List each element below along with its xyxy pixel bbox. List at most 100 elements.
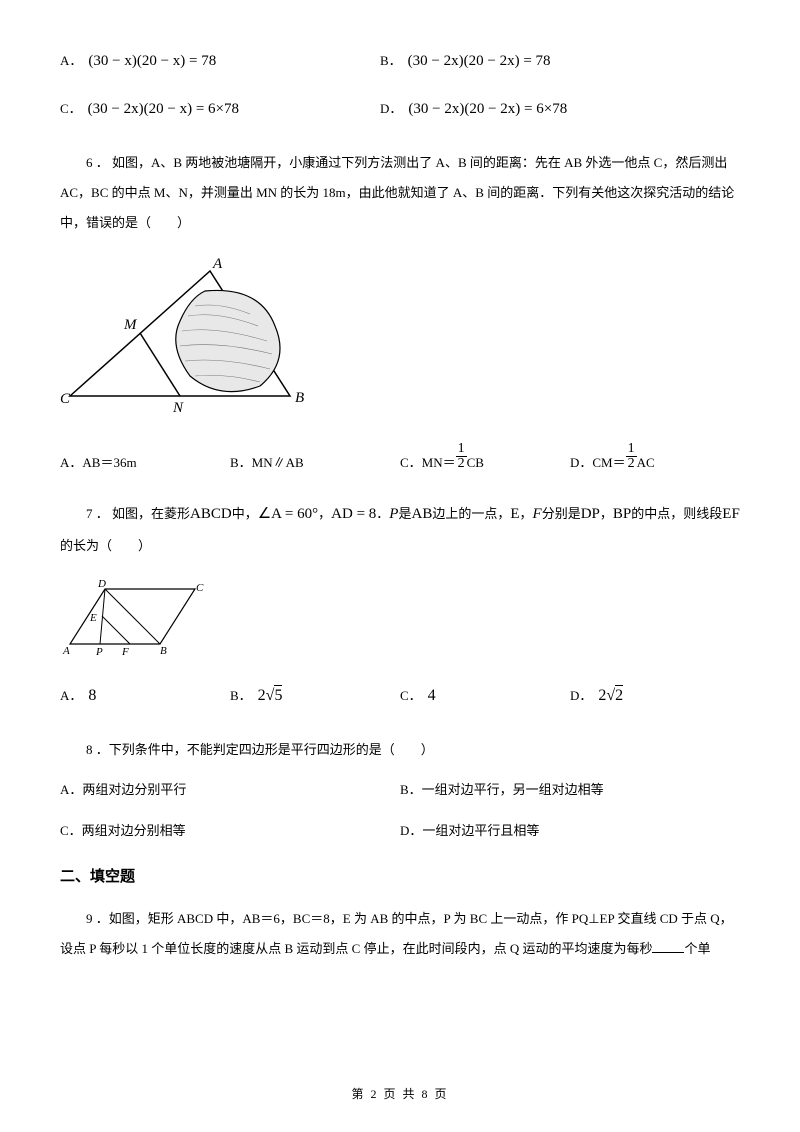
q5-option-b: B． (30 − 2x)(20 − 2x) = 78 [380, 50, 551, 70]
label-e: E [89, 612, 97, 624]
text-frag: 的中点，则线段 [631, 506, 722, 521]
fill-blank[interactable] [652, 941, 684, 953]
q5-option-a: A． (30 − x)(20 − x) = 78 [60, 50, 380, 70]
q6-text: 6 ． 如图，A、B 两地被池塘隔开，小康通过下列方法测出了 A、B 间的距离：… [60, 148, 740, 238]
q5-row1: A． (30 − x)(20 − x) = 78 B． (30 − 2x)(20… [60, 50, 740, 70]
q6-option-b: B．MN∥AB [230, 452, 400, 471]
coef: 2 [258, 687, 266, 704]
option-text: A．AB＝36m [60, 452, 137, 471]
coef: 2 [598, 687, 606, 704]
q7-text: 7 ． 如图，在菱形ABCD中，∠A = 60°，AD = 8．P是AB边上的一… [60, 497, 740, 561]
text-frag: 边上的一点， [432, 506, 510, 521]
label-a: A [62, 645, 70, 657]
q8-option-c: C．两组对边分别相等 [60, 820, 400, 839]
option-letter: B． [230, 685, 252, 705]
option-letter: B． [380, 50, 402, 70]
q6-option-c: C．MN＝ 1 2 CB [400, 442, 570, 471]
q7-option-b: B． 2√5 [230, 685, 400, 705]
fraction: 1 2 [456, 442, 467, 471]
q8-row1: A．两组对边分别平行 B．一组对边平行，另一组对边相等 [60, 779, 740, 798]
option-suffix: AC [637, 455, 655, 471]
radicand: 5 [274, 685, 282, 704]
text-frag: 分别是 [542, 506, 581, 521]
text-frag: 的长为（ ） [60, 538, 151, 553]
formula: (30 − 2x)(20 − 2x) = 6×78 [408, 101, 567, 118]
numerator: 1 [456, 442, 467, 457]
segment-ef-like [102, 616, 130, 644]
label-p: P [95, 646, 103, 658]
formula: (30 − 2x)(20 − x) = 6×78 [88, 101, 239, 118]
math-var: E [510, 506, 519, 522]
label-b: B [160, 645, 167, 657]
option-letter: D． [380, 98, 402, 118]
text-frag: 9 ．如图，矩形 ABCD 中，AB＝6，BC＝8，E 为 AB 的中点，P 为… [60, 911, 733, 956]
q6-options: A．AB＝36m B．MN∥AB C．MN＝ 1 2 CB D．CM＝ 1 2 … [60, 442, 740, 471]
label-n: N [172, 400, 184, 416]
label-b: B [295, 390, 304, 406]
text-frag: ， [520, 506, 533, 521]
label-c: C [196, 582, 204, 594]
sqrt-expr: 2√2 [598, 687, 623, 705]
q5-option-c: C． (30 − 2x)(20 − x) = 6×78 [60, 98, 380, 118]
label-a: A [212, 256, 223, 272]
radicand: 2 [615, 685, 623, 704]
q7-option-c: C． 4 [400, 685, 570, 705]
page-footer: 第 2 页 共 8 页 [0, 1085, 800, 1102]
text-frag: ， [600, 506, 613, 521]
sqrt-expr: 2√5 [258, 687, 283, 705]
q8-option-b: B．一组对边平行，另一组对边相等 [400, 779, 740, 798]
math-var: F [533, 506, 542, 522]
q6-figure: A B C M N [60, 256, 740, 420]
denominator: 2 [456, 457, 467, 471]
option-value: 4 [428, 687, 436, 705]
text-frag: 7 ． 如图，在菱形 [86, 506, 190, 521]
q7-figure: A B C D E P F [60, 579, 740, 663]
option-text: B．MN∥AB [230, 452, 304, 471]
triangle-pond-diagram: A B C M N [60, 256, 320, 416]
math-var: ABCD [190, 506, 232, 522]
q6-option-d: D．CM＝ 1 2 AC [570, 442, 740, 471]
math-var: EF [722, 506, 740, 522]
numerator: 1 [626, 442, 637, 457]
text-frag: 个单 [684, 941, 710, 956]
option-letter: C． [400, 685, 422, 705]
q8-text: 8 ．下列条件中，不能判定四边形是平行四边形的是（ ） [60, 735, 740, 765]
label-m: M [123, 317, 138, 333]
q8-row2: C．两组对边分别相等 D．一组对边平行且相等 [60, 820, 740, 839]
math-var: AB [411, 506, 432, 522]
text-frag: 中， [232, 506, 258, 521]
label-d: D [97, 579, 106, 590]
option-letter: D． [570, 685, 592, 705]
page-content: A． (30 − x)(20 − x) = 78 B． (30 − 2x)(20… [0, 0, 800, 964]
q8-option-a: A．两组对边分别平行 [60, 779, 400, 798]
q5-option-d: D． (30 − 2x)(20 − 2x) = 6×78 [380, 98, 567, 118]
option-letter: A． [60, 50, 82, 70]
option-letter: A． [60, 685, 82, 705]
q8-option-d: D．一组对边平行且相等 [400, 820, 740, 839]
formula: (30 − 2x)(20 − 2x) = 78 [408, 53, 551, 70]
text-frag: ， [318, 506, 331, 521]
option-value: 8 [88, 687, 96, 705]
denominator: 2 [626, 457, 637, 471]
segment-mn [140, 333, 180, 396]
q9-text: 9 ．如图，矩形 ABCD 中，AB＝6，BC＝8，E 为 AB 的中点，P 为… [60, 904, 740, 964]
option-prefix: C．MN＝ [400, 452, 456, 471]
math-expr: AD = 8 [331, 506, 376, 522]
option-prefix: D．CM＝ [570, 452, 626, 471]
rhombus-diagram: A B C D E P F [60, 579, 220, 659]
label-f: F [121, 646, 129, 658]
label-c: C [60, 391, 71, 407]
q7-options: A． 8 B． 2√5 C． 4 D． 2√2 [60, 685, 740, 705]
section-title: 二、填空题 [60, 865, 740, 886]
math-var: BP [613, 506, 631, 522]
q7-option-d: D． 2√2 [570, 685, 740, 705]
segment-db [105, 589, 160, 644]
math-expr: ∠A = 60° [258, 506, 318, 522]
q7-option-a: A． 8 [60, 685, 230, 705]
option-letter: C． [60, 98, 82, 118]
math-var: DP [581, 506, 600, 522]
formula: (30 − x)(20 − x) = 78 [88, 53, 216, 70]
option-suffix: CB [467, 455, 484, 471]
text-frag: 是 [398, 506, 411, 521]
fraction: 1 2 [626, 442, 637, 471]
